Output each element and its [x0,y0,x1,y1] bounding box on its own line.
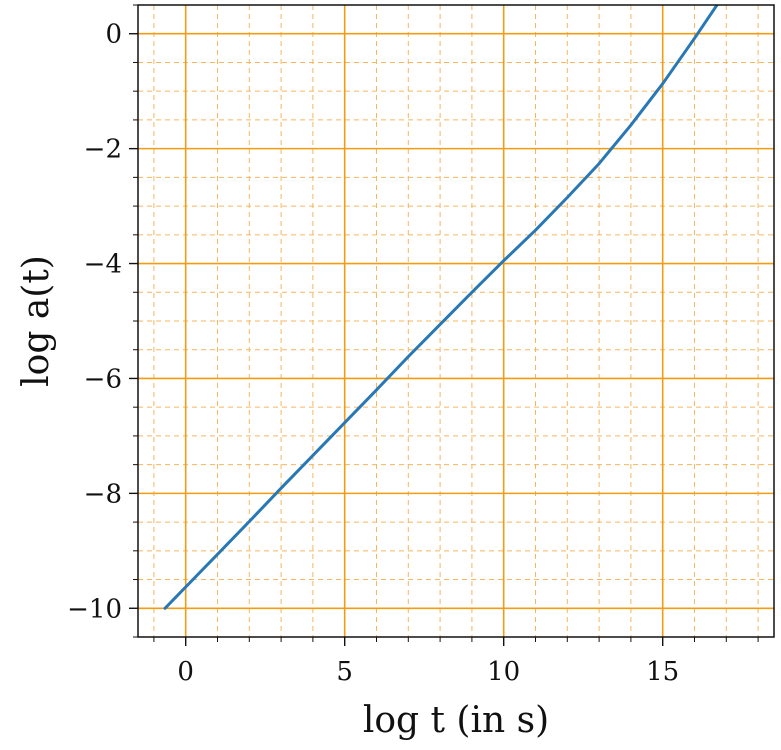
y-tick-label: −4 [84,250,122,280]
y-tick-labels: −10 −8 −6 −4 −2 0 [67,20,122,625]
minor-grid [138,4,774,638]
y-axis-label: log a(t) [16,255,57,387]
y-tick-label: −8 [84,479,122,509]
x-tick-label: 10 [487,657,520,687]
y-tick-label: −10 [67,594,122,624]
y-tick-label: 0 [105,20,122,50]
x-tick-labels: 0 5 10 15 [177,657,679,687]
y-tick-label: −2 [84,135,122,165]
series-layer [163,5,719,610]
x-tick-label: 15 [646,657,679,687]
y-tick-label: −6 [84,364,122,394]
major-grid [138,5,774,637]
series-line [163,5,719,610]
x-tick-label: 0 [177,657,194,687]
tick-marks [129,4,759,646]
x-tick-label: 5 [336,657,353,687]
x-axis-label: log t (in s) [363,700,549,741]
